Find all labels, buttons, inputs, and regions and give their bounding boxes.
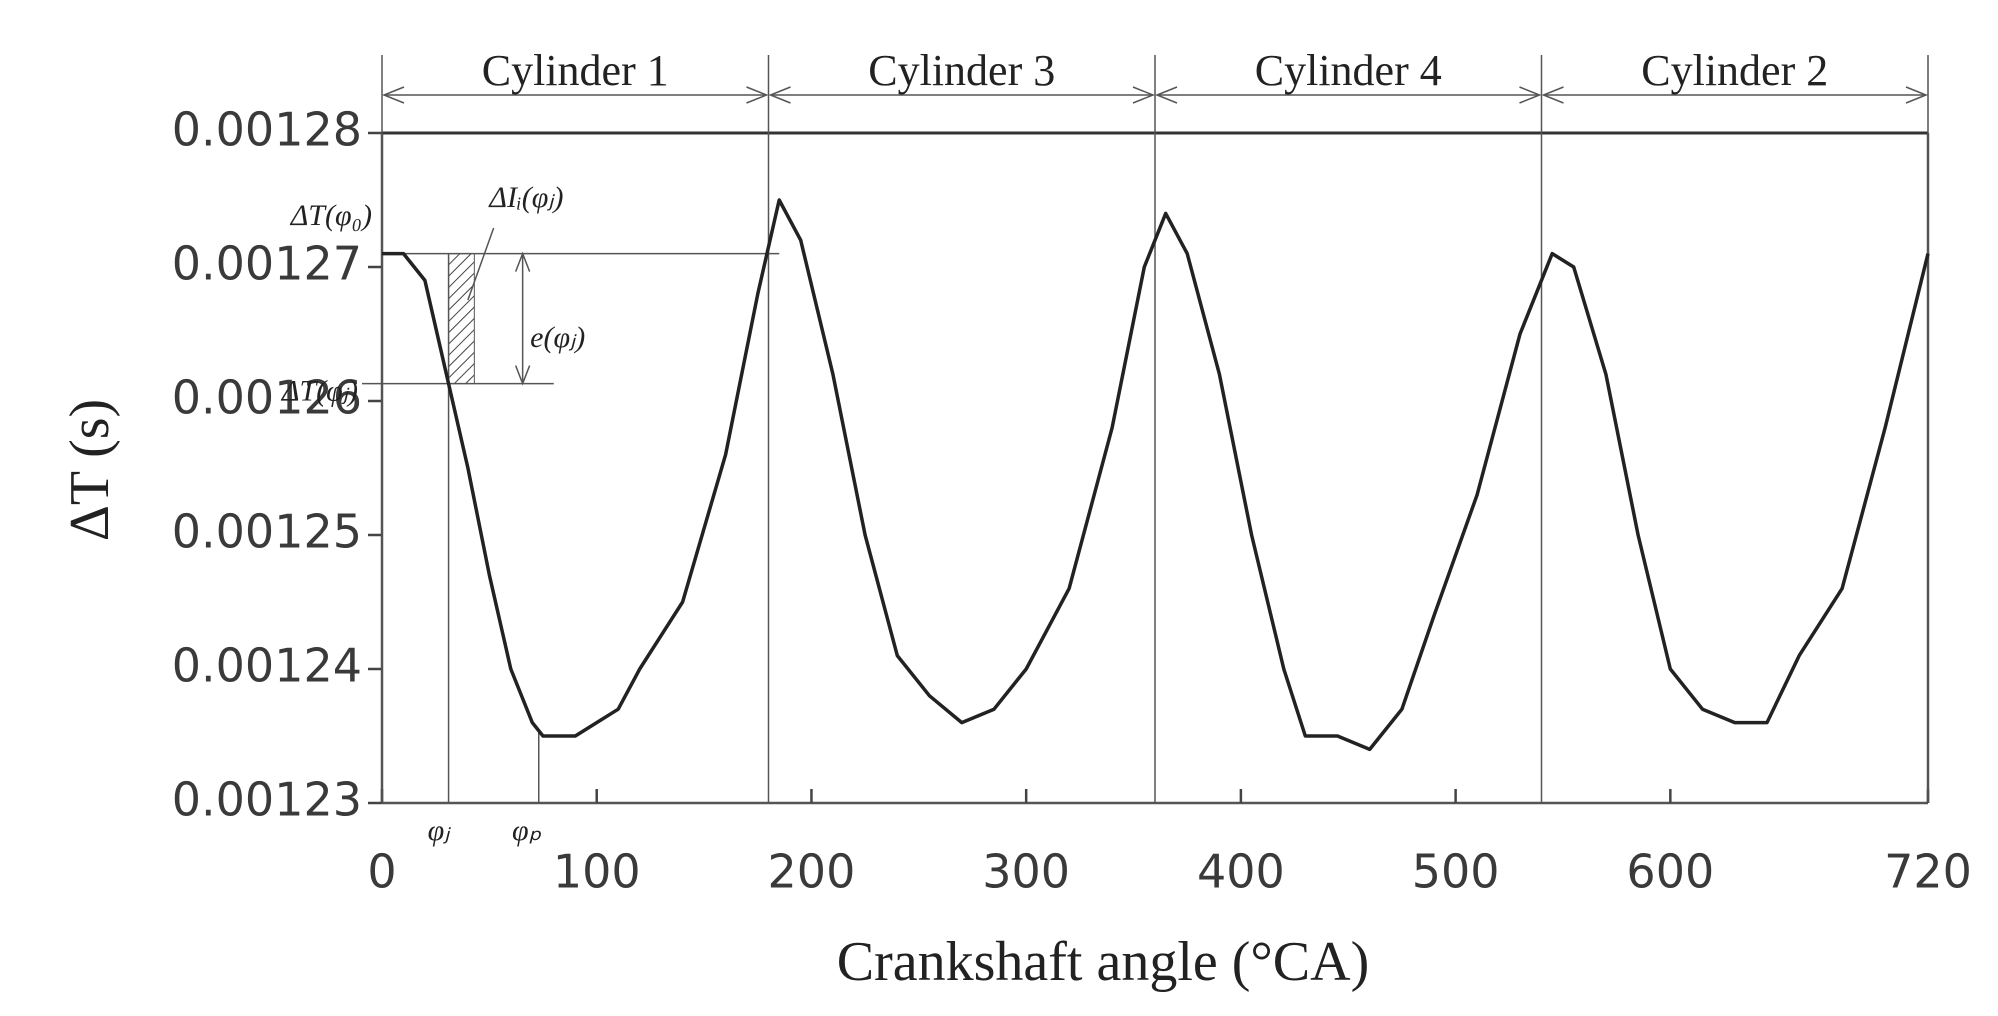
arrow-head [1541, 86, 1564, 104]
annotation: ΔT(φ₀) [290, 199, 372, 232]
section-label: Cylinder 3 [868, 46, 1055, 95]
x-tick-label: 400 [1197, 845, 1285, 899]
x-tick-label: 500 [1412, 845, 1500, 899]
annotation: ΔIᵢ(φⱼ) [488, 181, 563, 214]
y-axis-label: ΔT (s) [59, 399, 121, 541]
label-bg [473, 47, 677, 93]
section-label: Cylinder 1 [482, 46, 669, 95]
arrow-head [1154, 86, 1178, 104]
annotation: e(φⱼ) [530, 321, 585, 354]
arrow-head [514, 251, 531, 386]
x-tick-label: 100 [553, 845, 641, 899]
x-tick-label: 300 [982, 845, 1070, 899]
x-tick-label: 0 [367, 845, 396, 899]
arrow-head [746, 86, 769, 104]
section-label: Cylinder 4 [1255, 46, 1442, 95]
y-tick-label: 0.00127 [172, 237, 362, 291]
x-tick-label: 200 [768, 845, 856, 899]
section-label: Cylinder 2 [1641, 46, 1828, 95]
arrow-head [1905, 86, 1929, 104]
data-line [382, 198, 1930, 752]
label-bg [1633, 47, 1837, 93]
arrow-head [1132, 86, 1156, 104]
arrow-head [381, 86, 405, 104]
arrow-head [1519, 86, 1542, 104]
annotation: ΔT(φⱼ) [281, 374, 358, 407]
y-tick-label: 0.00126 [172, 371, 362, 425]
y-tick-label: 0.00123 [172, 773, 362, 827]
x-tick-label: 600 [1626, 845, 1714, 899]
y-tick-label: 0.00128 [172, 103, 362, 157]
x-tick-label: 720 [1884, 845, 1972, 899]
annotation: φₚ [512, 814, 542, 847]
y-tick-label: 0.00124 [172, 639, 362, 693]
x-axis-label: Crankshaft angle (°CA) [837, 931, 1369, 993]
annotation: φⱼ [428, 814, 452, 847]
leader [467, 227, 495, 301]
hatch-area [448, 253, 475, 385]
arrow-head [768, 86, 791, 104]
label-bg [1246, 47, 1450, 93]
y-tick-label: 0.00125 [172, 505, 362, 559]
label-bg [860, 47, 1064, 93]
